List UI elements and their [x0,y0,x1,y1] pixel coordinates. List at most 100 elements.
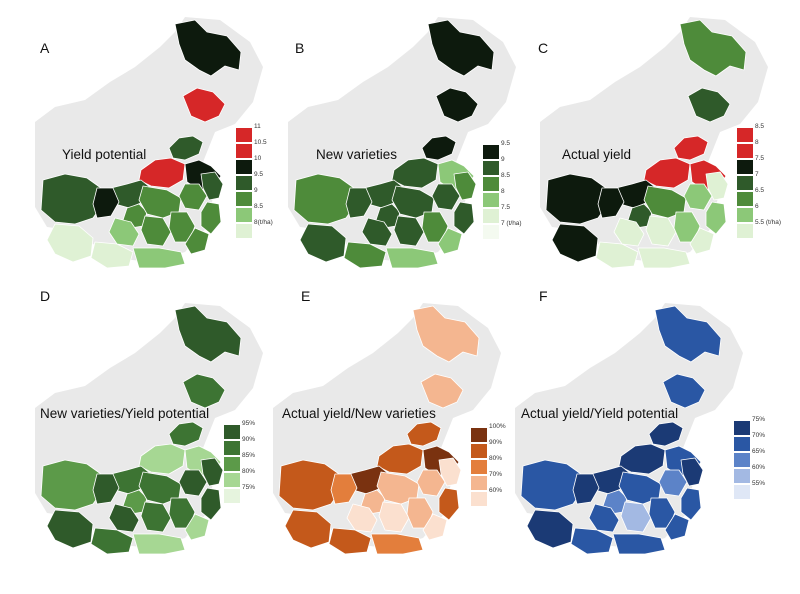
region-jilin [687,87,731,123]
region-fujian [184,513,210,541]
region-chongqing [572,473,600,505]
legend-swatch [483,193,499,207]
legend-swatch [737,176,753,190]
region-chongqing [330,473,358,505]
legend-swatch [734,485,750,499]
region-hunan [620,501,652,533]
region-guangdong [132,247,186,269]
region-jilin [435,87,479,123]
legend-swatch [471,492,487,506]
region-zhejiang [705,201,727,235]
legend-label: 7 (t/ha) [501,220,522,227]
legend-label: 80% [489,455,503,462]
map-f [515,303,743,555]
region-guizhou [108,217,140,247]
legend-swatch [737,192,753,206]
map-b [288,17,516,269]
region-hunan [393,215,425,247]
region-yunnan [46,509,94,549]
legend-label: 9.5 [254,171,264,178]
region-chongqing [597,187,625,219]
region-heilongjiang [654,305,722,363]
region-guangxi [595,241,639,269]
region-fujian [664,513,690,541]
region-fujian [437,227,463,255]
region-liaoning [168,421,204,447]
map-e [273,303,501,555]
region-hunan [378,501,410,533]
region-jiangsu [200,457,224,487]
region-anhui [178,469,208,497]
region-anhui [431,183,461,211]
panel-letter-b: B [295,40,305,56]
region-guizhou [613,217,645,247]
region-guangxi [328,527,372,555]
legend-swatch [236,128,252,142]
region-jiangsu [200,171,224,201]
legend-label: 70% [752,432,766,439]
legend-label: 60% [752,464,766,471]
region-heilongjiang [427,19,495,77]
legend-swatch [737,224,753,238]
legend-swatch [734,469,750,483]
legend-label: 8 [501,188,505,195]
legend-label: 100% [489,423,506,430]
region-chongqing [92,187,120,219]
region-jiangsu [705,171,729,201]
legend-label: 8(t/ha) [254,219,273,226]
region-guangdong [385,247,439,269]
legend-swatch [471,476,487,490]
legend-label: 11 [254,123,261,130]
region-liaoning [406,421,442,447]
legend-label: 65% [752,448,766,455]
panel-title-b: New varieties [316,147,398,162]
legend-swatch [236,160,252,174]
legend-label: 8.5 [254,203,264,210]
region-yunnan [526,509,574,549]
region-guangdong [132,533,186,555]
region-guangxi [570,527,614,555]
region-jilin [662,373,706,409]
region-chongqing [345,187,373,219]
region-anhui [416,469,446,497]
region-zhejiang [680,487,702,521]
region-guangxi [343,241,387,269]
region-fujian [184,227,210,255]
legend-swatch [224,425,240,439]
region-guizhou [108,503,140,533]
region-jiangsu [438,457,462,487]
region-jiangsu [453,171,477,201]
region-yunnan [551,223,599,263]
region-liaoning [421,135,457,161]
legend-swatch [483,209,499,223]
legend-swatch [224,489,240,503]
map-c [540,17,768,269]
legend-label: 80% [242,468,256,475]
panel-letter-f: F [539,288,548,304]
region-guangdong [370,533,424,555]
region-jilin [420,373,464,409]
panel-title-e: Actual yield/New varieties [282,406,436,421]
region-liaoning [168,135,204,161]
legend-swatch [224,441,240,455]
panel-title-c: Actual yield [562,147,632,162]
region-jiangsu [680,457,704,487]
region-yunnan [46,223,94,263]
region-zhejiang [453,201,475,235]
region-yunnan [299,223,347,263]
legend-swatch [734,437,750,451]
region-guangxi [90,241,134,269]
legend-label: 95% [242,420,256,427]
legend-label: 90% [489,439,503,446]
region-hunan [140,215,172,247]
region-guangdong [612,533,666,555]
legend-swatch [734,421,750,435]
region-liaoning [673,135,709,161]
panel-title-a: Yield potential [62,147,147,162]
region-zhejiang [200,487,222,521]
panel-letter-d: D [40,288,51,304]
legend-label: 8.5 [755,123,765,130]
legend-label: 9 [254,187,258,194]
panel-letter-c: C [538,40,549,56]
